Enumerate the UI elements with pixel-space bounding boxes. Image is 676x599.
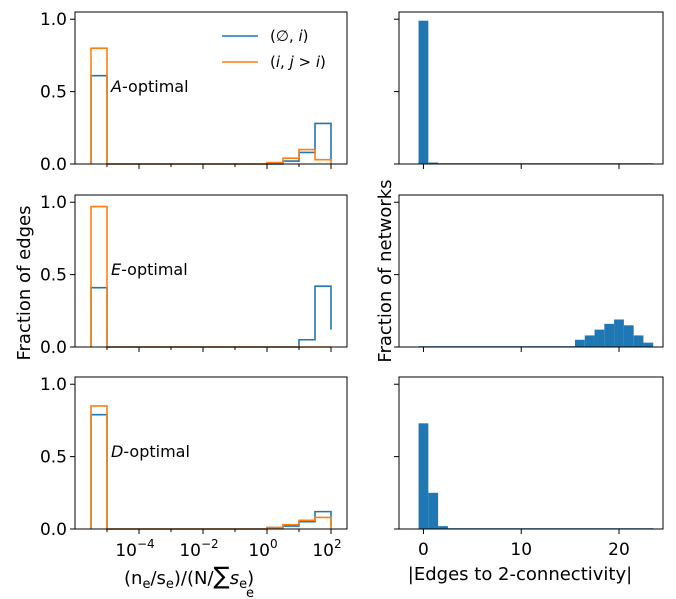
x-tick-base: 10 xyxy=(179,541,201,561)
histogram-bar xyxy=(418,423,429,529)
x-tick-label: 0 xyxy=(418,540,429,560)
y-tick-label: 0.0 xyxy=(40,520,67,540)
right-x-axis-label: |Edges to 2-connectivity| xyxy=(408,564,632,585)
histogram-bar xyxy=(604,323,615,347)
x-tick-label: 100 xyxy=(248,537,277,561)
legend-label-part: > xyxy=(294,53,316,71)
right-panel-1 xyxy=(394,11,664,169)
legend-label-part: ∅ xyxy=(276,27,289,45)
x-tick-base: 10 xyxy=(248,541,270,561)
legend-label-part: j xyxy=(288,53,295,71)
histogram-bar xyxy=(594,329,605,347)
histogram-bar xyxy=(418,20,429,164)
x-tick-label: 20 xyxy=(608,540,630,560)
y-tick-label: 1.0 xyxy=(40,193,67,213)
x-tick-exponent: 0 xyxy=(270,537,278,551)
histogram-bar xyxy=(575,339,585,347)
left-y-axis-label: Fraction of edges xyxy=(14,205,35,360)
x-tick-label: 10−4 xyxy=(115,537,154,561)
right-panel-3: 0 10 20 xyxy=(394,376,664,560)
legend-label-part: i xyxy=(276,53,281,71)
series-step-blue xyxy=(90,285,332,348)
left-x-axis-label-sum-subscript: e xyxy=(246,586,254,599)
legend-label-part: i xyxy=(316,53,321,71)
series-step-orange xyxy=(90,405,332,530)
left-panel-1: 0.0 0.5 1.0 A-optimal xyxy=(40,10,348,175)
x-tick-exponent: −2 xyxy=(201,537,219,551)
panel-label: E-optimal xyxy=(111,260,188,279)
axes-frame xyxy=(74,11,348,165)
histogram-bar xyxy=(584,335,595,347)
legend-label-part: ( xyxy=(270,53,276,71)
x-tick-label: 102 xyxy=(312,537,341,561)
histogram-bar xyxy=(428,162,439,164)
x-tick-label: 10−2 xyxy=(179,537,218,561)
y-tick-label: 0.0 xyxy=(40,155,67,175)
axes-frame xyxy=(74,194,348,348)
panel-label-rest: -optimal xyxy=(122,77,189,96)
panel-label-letter: A xyxy=(110,77,122,96)
y-tick-label: 0.5 xyxy=(40,448,67,468)
x-tick-base: 10 xyxy=(115,541,137,561)
right-panels: 0 10 20 xyxy=(394,11,664,560)
series-step-blue xyxy=(90,413,332,530)
y-tick-label: 0.0 xyxy=(40,338,67,358)
legend-label-part: ) xyxy=(320,53,326,71)
left-panel-2: 0.0 0.5 1.0 E-optimal xyxy=(40,193,348,358)
right-y-axis-label: Fraction of networks xyxy=(375,179,396,362)
legend-label-part: , xyxy=(289,27,299,45)
axes-frame xyxy=(398,11,664,165)
legend-label: (∅, i) xyxy=(270,27,309,45)
histogram-bar xyxy=(614,319,624,347)
histogram-bar xyxy=(428,492,439,529)
x-tick-label: 10 xyxy=(510,540,532,560)
histogram-bar xyxy=(643,342,654,347)
y-tick-label: 1.0 xyxy=(40,10,67,30)
y-tick-label: 0.5 xyxy=(40,266,67,286)
panel-label: A-optimal xyxy=(110,77,189,96)
y-tick-label: 0.5 xyxy=(40,83,67,103)
histogram-bar xyxy=(633,335,644,347)
legend-label-part: ) xyxy=(303,27,309,45)
left-panels: 0.00.51.0A-optimal0.00.51.0E-optimal0.00… xyxy=(40,10,348,561)
legend-label: (i, j > i) xyxy=(270,53,326,71)
legend-label-part: , xyxy=(280,53,290,71)
panel-label-letter: D xyxy=(111,442,123,461)
x-tick-exponent: 2 xyxy=(334,537,342,551)
axes-frame xyxy=(398,194,664,348)
legend-label-part: ( xyxy=(270,27,276,45)
panel-label-letter: E xyxy=(111,260,122,279)
panel-label-rest: -optimal xyxy=(121,260,188,279)
x-tick-exponent: −4 xyxy=(137,537,155,551)
panel-label-rest: -optimal xyxy=(123,442,190,461)
legend-label-part: i xyxy=(298,27,303,45)
y-tick-label: 1.0 xyxy=(40,375,67,395)
left-x-axis-label: (ne/se)/(N/∑se) xyxy=(124,562,254,592)
axes-frame xyxy=(398,376,664,530)
panel-label: D-optimal xyxy=(111,442,190,461)
axes-frame xyxy=(74,376,348,530)
x-tick-base: 10 xyxy=(312,541,334,561)
histogram-bar xyxy=(438,526,448,529)
legend: (∅, i)(i, j > i) xyxy=(222,27,326,71)
right-panel-2 xyxy=(394,194,664,352)
histogram-bar xyxy=(623,325,634,347)
